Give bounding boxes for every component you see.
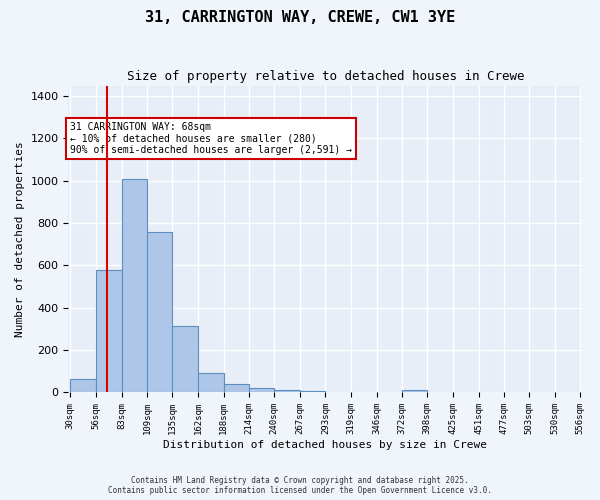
Bar (147, 232, 172, 392)
Bar (402, 390, 427, 392)
Title: Size of property relative to detached houses in Crewe: Size of property relative to detached ho… (127, 70, 524, 83)
Bar (249, 388, 274, 392)
Bar (274, 390, 300, 392)
Bar (172, 326, 199, 392)
Bar (224, 384, 249, 392)
X-axis label: Distribution of detached houses by size in Crewe: Distribution of detached houses by size … (163, 440, 487, 450)
Text: 31 CARRINGTON WAY: 68sqm
← 10% of detached houses are smaller (280)
90% of semi-: 31 CARRINGTON WAY: 68sqm ← 10% of detach… (70, 122, 352, 154)
Bar (95, 270, 122, 392)
Y-axis label: Number of detached properties: Number of detached properties (15, 141, 25, 337)
Text: 31, CARRINGTON WAY, CREWE, CW1 3YE: 31, CARRINGTON WAY, CREWE, CW1 3YE (145, 10, 455, 25)
Bar (70, 378, 95, 392)
Text: Contains HM Land Registry data © Crown copyright and database right 2025.
Contai: Contains HM Land Registry data © Crown c… (108, 476, 492, 495)
Bar (199, 374, 224, 392)
Bar (122, 178, 147, 392)
